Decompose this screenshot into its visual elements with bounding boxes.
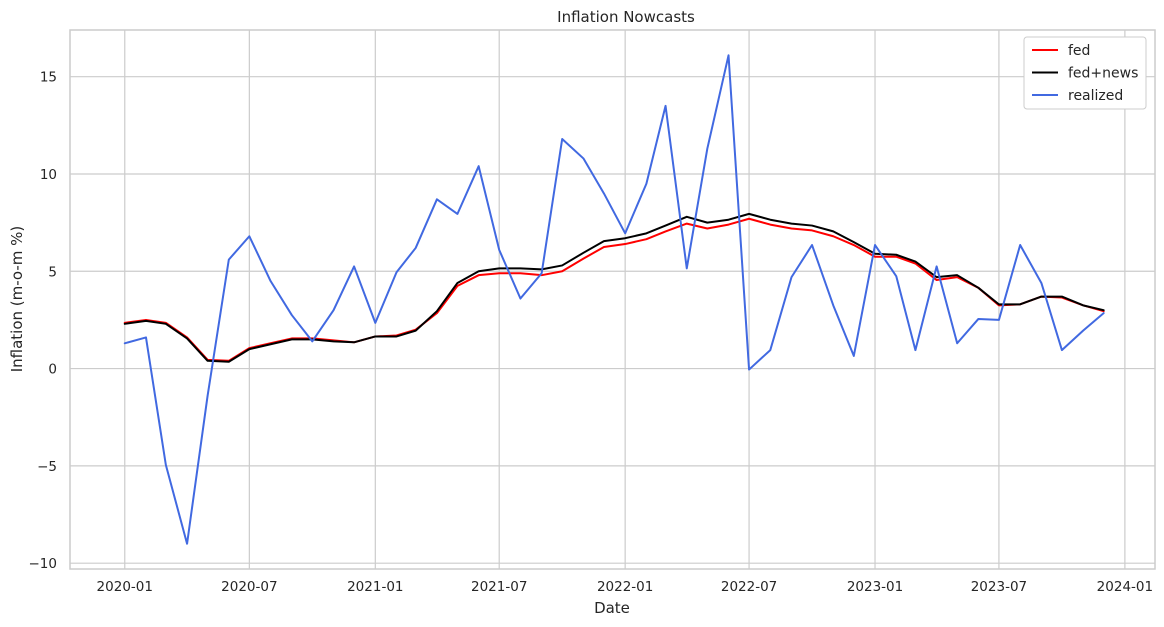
- y-tick-label: −5: [37, 459, 57, 475]
- y-tick-label: 10: [40, 167, 57, 183]
- y-tick-label: 15: [40, 70, 57, 86]
- y-axis-label: Inflation (m-o-m %): [8, 226, 26, 373]
- plot-frame: [69, 29, 1156, 570]
- x-tick-label: 2021-07: [471, 579, 527, 595]
- x-tick-label: 2022-01: [597, 579, 653, 595]
- gridlines: [70, 30, 1155, 569]
- y-axis-ticks: −10 −5 0 5 10 15: [29, 70, 58, 572]
- legend-box: [1023, 36, 1147, 110]
- x-tick-label: 2023-01: [847, 579, 903, 595]
- x-axis-label: Date: [594, 599, 630, 617]
- x-tick-label: 2024-01: [1097, 579, 1153, 595]
- x-tick-label: 2021-01: [347, 579, 403, 595]
- chart-title: Inflation Nowcasts: [557, 8, 695, 26]
- legend-label: fed: [1068, 43, 1090, 59]
- legend-label: realized: [1068, 88, 1123, 104]
- y-tick-label: −10: [29, 556, 58, 572]
- x-tick-label: 2023-07: [971, 579, 1027, 595]
- y-tick-label: 5: [48, 264, 57, 280]
- legend: fed fed+news realized: [1023, 36, 1147, 110]
- x-tick-label: 2022-07: [721, 579, 777, 595]
- series-line-realized: [123, 54, 1105, 545]
- y-tick-label: 0: [48, 362, 57, 378]
- x-axis-ticks: 2020-01 2020-07 2021-01 2021-07 2022-01 2022-…: [97, 579, 1154, 595]
- x-tick-label: 2020-07: [221, 579, 277, 595]
- series-lines: [123, 54, 1105, 545]
- x-tick-label: 2020-01: [97, 579, 153, 595]
- legend-label: fed+news: [1068, 66, 1138, 82]
